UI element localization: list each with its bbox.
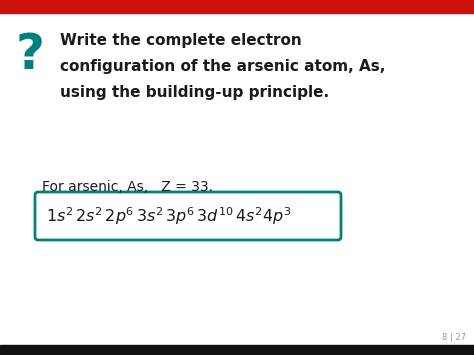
Text: using the building-up principle.: using the building-up principle. bbox=[60, 86, 329, 100]
Text: For arsenic, As,   Z = 33.: For arsenic, As, Z = 33. bbox=[42, 180, 213, 194]
Text: Write the complete electron: Write the complete electron bbox=[60, 33, 302, 49]
Text: 8 | 27: 8 | 27 bbox=[442, 333, 466, 342]
FancyBboxPatch shape bbox=[35, 192, 341, 240]
Bar bbox=[0, 345, 474, 355]
Bar bbox=[0, 0, 474, 13]
Text: $1s^2\,2s^2\,2p^6\,3s^2\,3p^6\,3d^{10}\,4s^24p^3$: $1s^2\,2s^2\,2p^6\,3s^2\,3p^6\,3d^{10}\,… bbox=[46, 205, 292, 227]
Text: ?: ? bbox=[16, 32, 45, 80]
Text: configuration of the arsenic atom, As,: configuration of the arsenic atom, As, bbox=[60, 60, 385, 75]
